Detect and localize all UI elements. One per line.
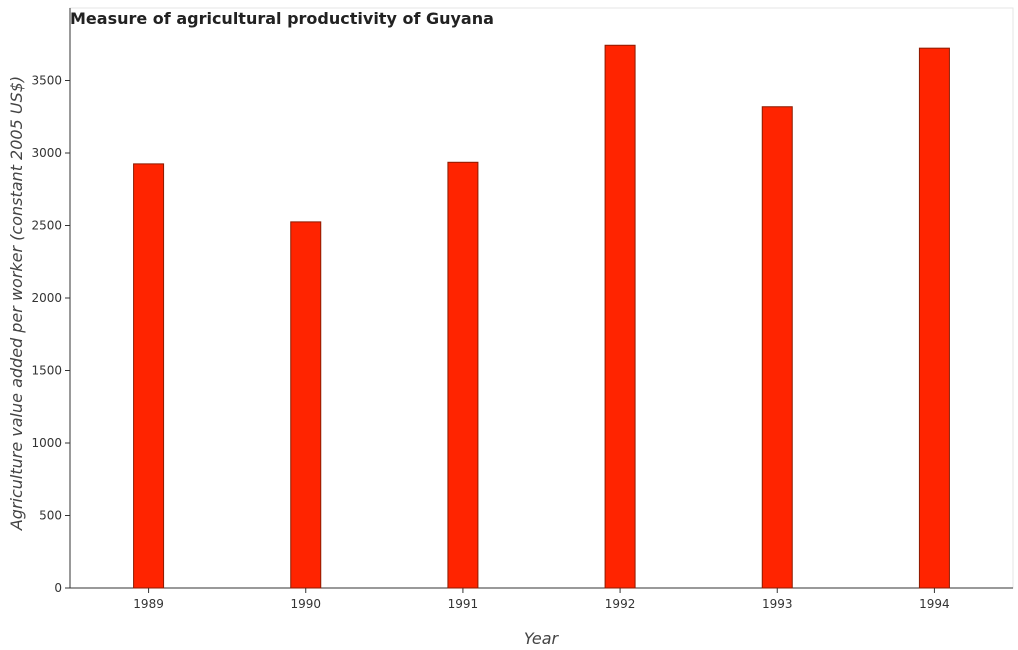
y-tick-label: 3000 [31,146,62,160]
y-tick-label: 500 [39,509,62,523]
x-tick-label-1992: 1992 [605,597,636,611]
y-tick-label: 3500 [31,74,62,88]
bar-1989 [133,163,165,589]
x-tick-label-1993: 1993 [762,597,793,611]
bar-1991 [447,161,479,589]
y-tick-label: 1000 [31,436,62,450]
chart-title: Measure of agricultural productivity of … [70,9,494,28]
x-tick-label-1994: 1994 [919,597,950,611]
bar-1992 [604,44,636,589]
y-axis-label: Agriculture value added per worker (cons… [7,76,26,531]
y-tick-label: 2000 [31,291,62,305]
x-axis-label: Year [524,629,560,648]
x-tick-label-1989: 1989 [133,597,164,611]
plot-area: 0 500 1000 1500 2000 2500 3000 3500 1989 1990 1991… [31,7,1014,611]
x-tick-label-1991: 1991 [448,597,479,611]
y-tick-label: 1500 [31,364,62,378]
bar-1990 [290,221,322,589]
x-tick-label-1990: 1990 [290,597,321,611]
y-tick-label: 0 [54,581,62,595]
bar-1993 [761,106,793,589]
bar-1994 [918,47,950,589]
y-tick-label: 2500 [31,219,62,233]
